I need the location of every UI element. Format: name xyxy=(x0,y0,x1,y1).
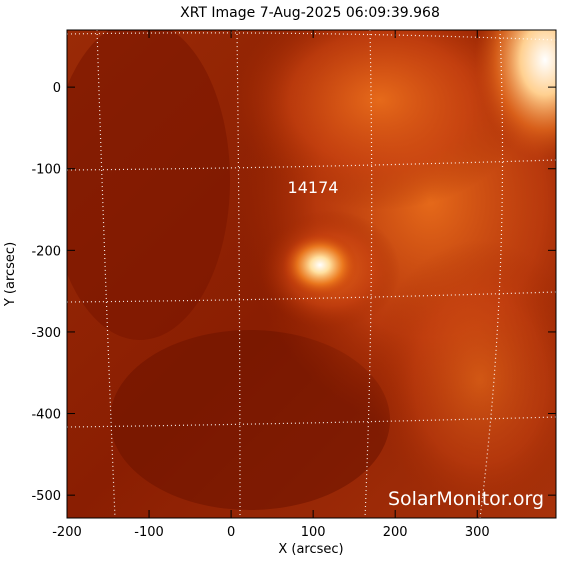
x-tick-label: 300 xyxy=(465,525,490,540)
y-tick-label: -100 xyxy=(31,163,61,178)
y-tick-label: 0 xyxy=(53,81,61,96)
x-axis-label: X (arcsec) xyxy=(278,542,343,557)
plot-frame xyxy=(66,29,557,519)
y-tick-label: -200 xyxy=(31,244,61,259)
x-tick-label: 200 xyxy=(383,525,408,540)
x-tick-label: 0 xyxy=(227,525,235,540)
x-tick-label: -200 xyxy=(52,525,82,540)
x-tick-label: -100 xyxy=(134,525,164,540)
chart-title: XRT Image 7-Aug-2025 06:09:39.968 xyxy=(180,5,440,21)
y-tick-label: -300 xyxy=(31,326,61,341)
watermark: SolarMonitor.org xyxy=(388,488,544,510)
y-tick-label: -400 xyxy=(31,408,61,423)
x-tick-label: 100 xyxy=(301,525,326,540)
solar-image xyxy=(67,30,556,518)
region-label: 14174 xyxy=(288,178,339,197)
y-tick-label: -500 xyxy=(31,489,61,504)
y-axis-label: Y (arcsec) xyxy=(3,242,18,307)
